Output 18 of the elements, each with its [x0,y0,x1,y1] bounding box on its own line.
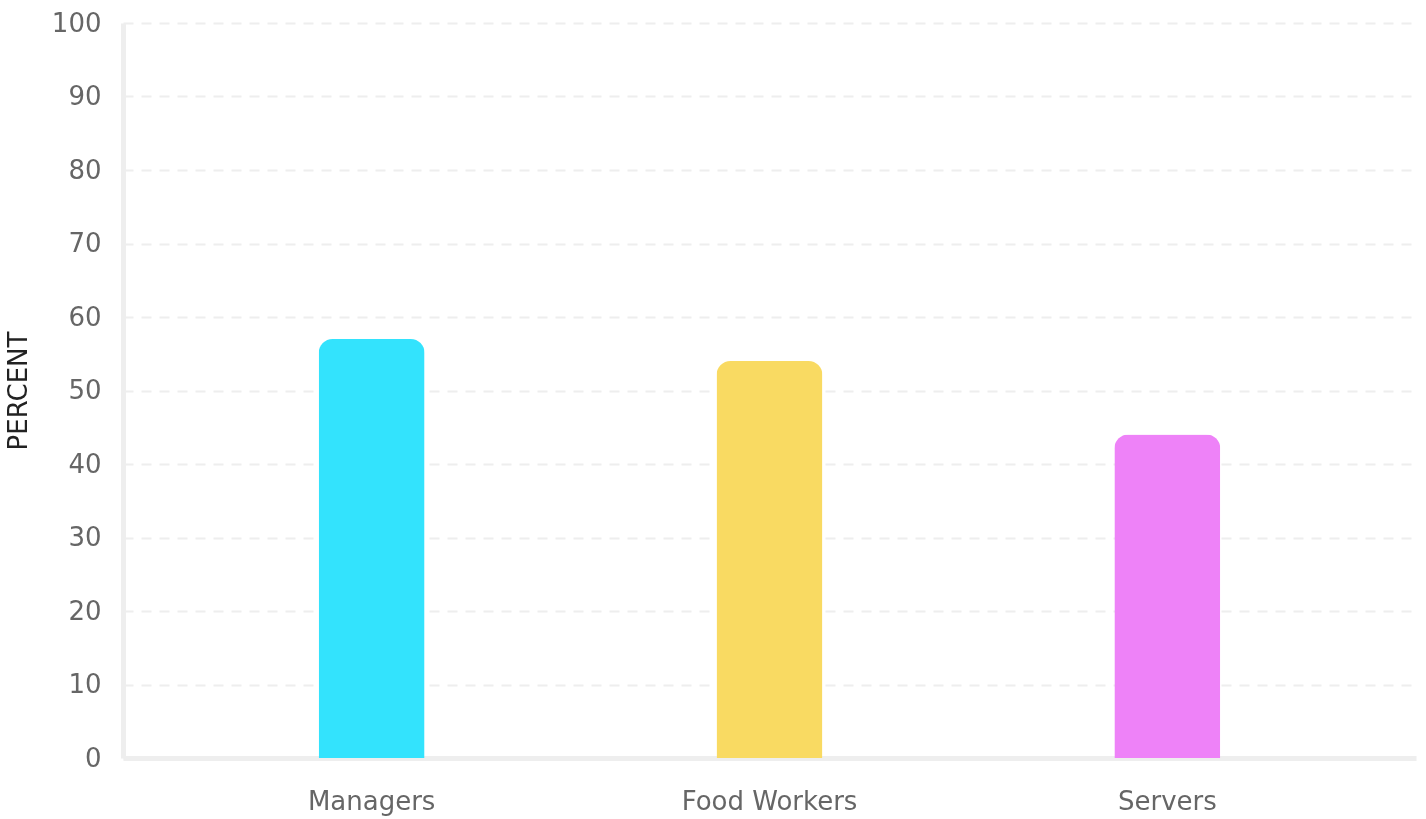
y-tick-label: 70 [68,228,102,258]
y-tick-label: 100 [51,7,102,38]
bar [716,361,823,758]
y-tick-label: 90 [68,81,102,111]
x-tick-label: Managers [307,785,436,816]
y-tick-label: 50 [68,375,102,405]
y-axis-title: PERCENT [2,331,33,451]
y-tick-label: 40 [68,448,102,479]
y-tick-label: 0 [84,742,102,773]
y-tick-label: 20 [68,595,102,626]
y-tick-label: 10 [68,669,102,699]
bar [1114,434,1221,758]
bar [318,339,425,758]
y-tick-label: 60 [68,301,102,332]
x-tick-label: Servers [1117,785,1217,816]
x-tick-label: Food Workers [681,785,858,816]
y-tick-label: 30 [68,522,102,552]
y-tick-label: 80 [68,154,102,185]
